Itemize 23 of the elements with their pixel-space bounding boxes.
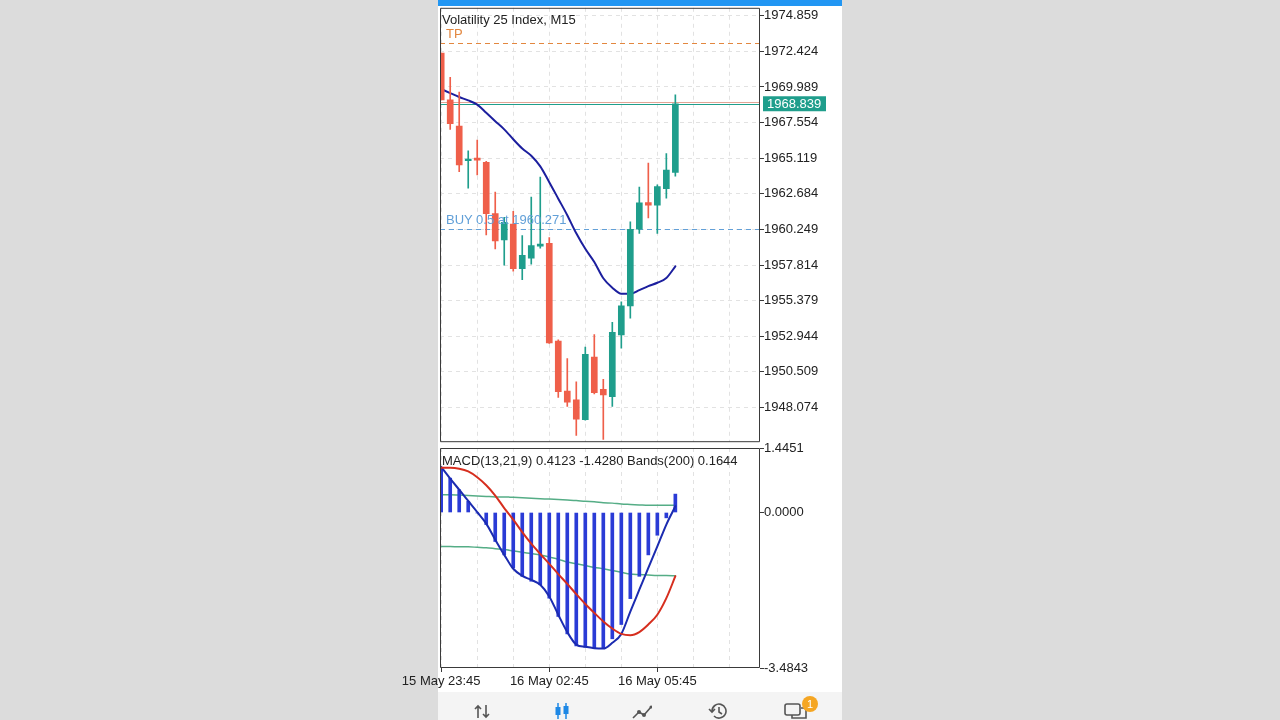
ref-line-label: 1968.839 bbox=[767, 95, 822, 111]
chart-title: MACD(13,21,9) 0.4123 -1.4280 Bands(200) 0.1644 bbox=[442, 452, 738, 468]
y-tick-label: 1960.249 bbox=[764, 220, 819, 236]
ref-line-label: TP bbox=[446, 26, 463, 42]
y-tick-label: 1952.944 bbox=[764, 327, 819, 343]
y-tick-label: 1969.989 bbox=[764, 78, 819, 94]
y-tick-label: 1948.074 bbox=[764, 399, 819, 415]
x-tick-label: 16 May 05:45 bbox=[617, 673, 697, 689]
y-tick-label: 1965.119 bbox=[764, 149, 818, 165]
chart-title: Volatility 25 Index, M15 bbox=[442, 12, 576, 28]
y-tick-label: 1962.684 bbox=[764, 185, 819, 201]
y-tick-label: 1.4451 bbox=[764, 439, 804, 455]
x-tick-label: 15 May 23:45 bbox=[401, 673, 481, 689]
notification-badge: 1 bbox=[802, 696, 818, 712]
y-tick-label: 1955.379 bbox=[764, 292, 819, 308]
y-tick-label: 1957.814 bbox=[764, 256, 819, 272]
x-tick-label: 16 May 02:45 bbox=[509, 673, 589, 689]
y-tick-label: 1967.554 bbox=[764, 114, 819, 130]
y-tick-label: -3.4843 bbox=[764, 659, 809, 675]
y-tick-label: 1950.509 bbox=[764, 363, 819, 379]
y-tick-label: 0.0000 bbox=[764, 504, 804, 520]
y-tick-label: 1972.424 bbox=[764, 42, 819, 58]
y-tick-label: 1974.859 bbox=[764, 7, 819, 23]
